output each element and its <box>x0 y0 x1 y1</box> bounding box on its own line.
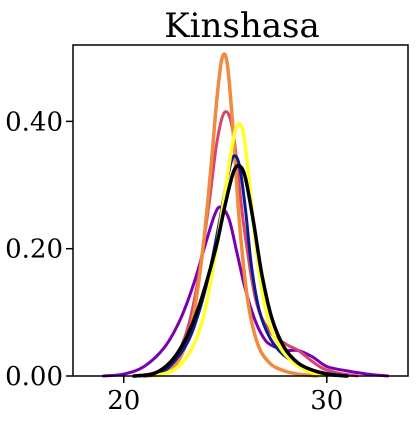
x-tick-label: 30 <box>310 386 343 416</box>
kde-series-line-4 <box>142 154 349 378</box>
kde-series-line-5 <box>152 121 329 378</box>
kde-series-line-6 <box>132 163 349 378</box>
kde-series-line-3 <box>142 52 319 378</box>
y-tick-label: 0.20 <box>5 235 63 265</box>
axis-layer: 0.00 0.20 0.40 20 30 <box>5 107 343 416</box>
x-tick-label: 20 <box>107 386 140 416</box>
plot-frame <box>72 44 409 377</box>
chart-title: Kinshasa <box>164 6 320 46</box>
y-tick-label: 0.00 <box>5 362 63 392</box>
kde-series-line-1 <box>102 205 390 378</box>
series-layer <box>102 52 390 378</box>
y-tick-label: 0.40 <box>5 107 63 137</box>
